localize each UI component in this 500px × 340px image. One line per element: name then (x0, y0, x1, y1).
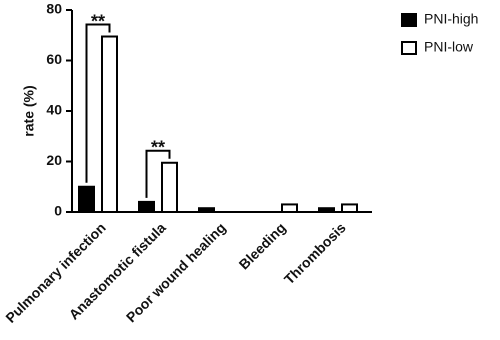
bar (78, 185, 95, 213)
bar (281, 203, 298, 214)
x-tick-label: Thrombosis (281, 219, 349, 287)
bar (198, 207, 215, 213)
bar (161, 161, 178, 213)
bar (138, 200, 155, 213)
legend-label: PNI-low (424, 39, 474, 55)
x-tick-label: Poor wound healing (123, 219, 229, 325)
annotation: ** (151, 138, 165, 158)
y-tick-label: 20 (46, 152, 62, 168)
significance-bracket (145, 149, 171, 198)
bar (101, 35, 118, 214)
y-axis-label: rate (%) (21, 85, 37, 136)
y-tick-label: 0 (54, 203, 62, 219)
significance-bracket (85, 23, 111, 183)
y-tick-label: 40 (46, 102, 62, 118)
legend-swatch (401, 41, 417, 55)
bar (318, 207, 335, 213)
y-tick-label: 80 (46, 1, 62, 17)
x-tick-label: Pulmonary infection (2, 219, 108, 325)
x-tick-label: Bleeding (236, 219, 289, 272)
y-tick-label: 60 (46, 51, 62, 67)
bar (341, 203, 358, 214)
legend-label: PNI-high (424, 11, 478, 27)
annotation: ** (91, 11, 105, 31)
legend-swatch (401, 13, 417, 27)
